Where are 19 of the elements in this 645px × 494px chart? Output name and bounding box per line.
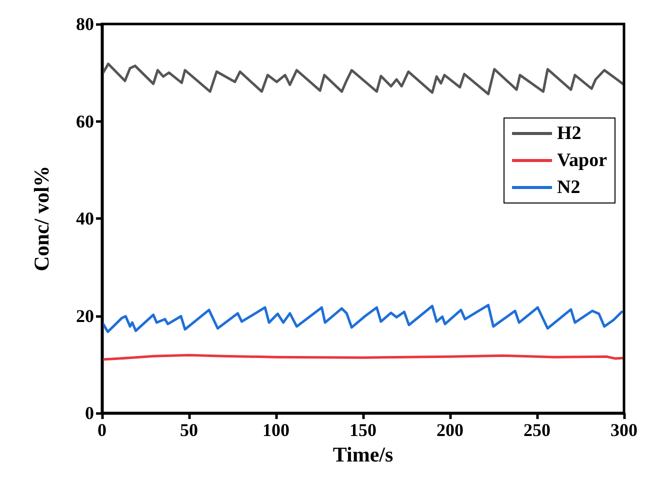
line-series: [102, 304, 623, 334]
y-tick-label: 40: [76, 208, 94, 228]
x-tick-label: 0: [98, 420, 106, 440]
legend-label: Vapor: [557, 150, 608, 171]
y-tick-label: 80: [76, 14, 94, 34]
y-axis-title: Conc/ vol%: [30, 166, 54, 272]
x-axis-title: Time/s: [332, 442, 394, 466]
line-series: [102, 62, 625, 96]
x-tick-label: 200: [436, 420, 464, 440]
legend-label: H2: [557, 123, 582, 144]
x-tick-label: 150: [350, 420, 376, 440]
x-tick-label: 250: [524, 420, 550, 440]
y-tick-label: 0: [85, 403, 94, 423]
x-tick-label: 100: [262, 420, 290, 440]
y-tick-label: 60: [76, 111, 94, 132]
x-tick-label: 300: [610, 420, 638, 440]
legend-label: N2: [557, 177, 580, 198]
x-tick-label: 50: [180, 420, 198, 440]
y-tick-label: 20: [76, 306, 94, 326]
